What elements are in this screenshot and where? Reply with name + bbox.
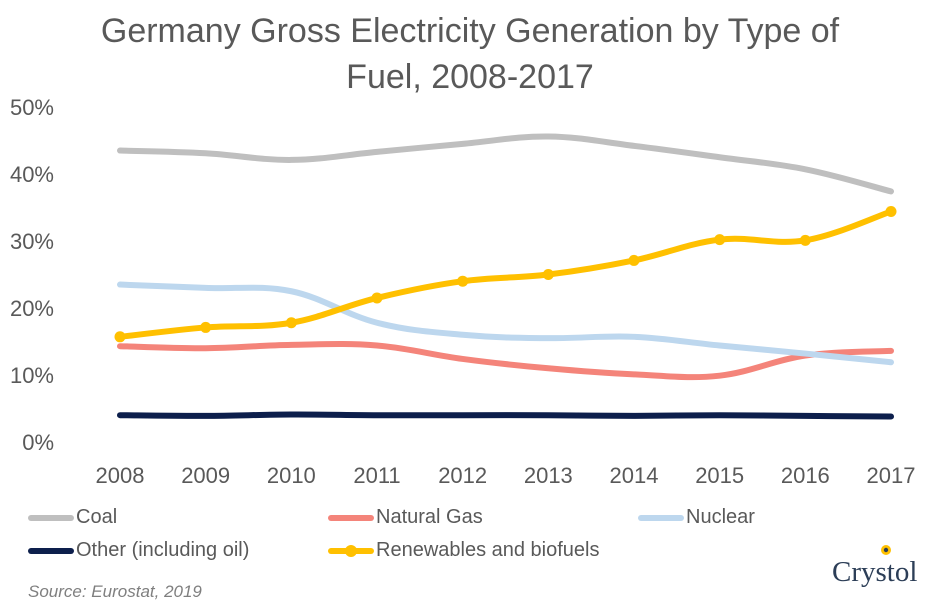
series-layer <box>114 133 897 420</box>
chart-title: Germany Gross Electricity Generation by … <box>0 8 940 100</box>
chart-title-line-2: Fuel, 2008-2017 <box>346 58 594 96</box>
crystol-logo: Crystol <box>832 556 917 589</box>
series-point <box>457 275 469 287</box>
x-tick-label: 2011 <box>353 463 400 488</box>
x-tick-label: 2016 <box>781 463 830 488</box>
series-point <box>114 331 126 343</box>
series-point <box>714 234 726 246</box>
series-point <box>200 321 212 333</box>
series-line-renewables-and-biofuels <box>117 208 894 340</box>
logo-text: Crystol <box>832 556 918 588</box>
y-tick-label: 10% <box>10 363 54 388</box>
series-point <box>799 234 811 246</box>
series-line-nuclear <box>117 281 894 366</box>
x-tick-label: 2015 <box>695 463 744 488</box>
series-point <box>885 206 897 218</box>
x-tick-label: 2010 <box>267 463 316 488</box>
series-point <box>542 269 554 280</box>
x-tick-label: 2008 <box>96 463 145 488</box>
x-tick-label: 2009 <box>181 463 230 488</box>
y-tick-label: 50% <box>10 95 54 120</box>
x-tick-label: 2013 <box>524 463 573 488</box>
series-point <box>628 254 640 266</box>
y-tick-label: 40% <box>10 162 54 187</box>
series-line-coal <box>117 133 894 195</box>
chart-title-line-1: Germany Gross Electricity Generation by … <box>100 12 840 50</box>
series-line-natural-gas <box>117 341 894 381</box>
series-line-other-including-oil <box>117 411 894 420</box>
x-tick-label: 2017 <box>867 463 916 488</box>
series-point <box>285 317 297 329</box>
y-tick-label: 0% <box>22 430 54 455</box>
y-axis-ticks: 0% 10% 20% 30% 40% 50% <box>10 95 54 455</box>
x-tick-label: 2012 <box>438 463 487 488</box>
logo-star-icon <box>881 545 891 555</box>
x-axis-ticks: 2008 2009 2010 2011 2012 2013 2014 2015 2016 2017 <box>96 463 916 488</box>
x-tick-label: 2014 <box>610 463 659 488</box>
series-point <box>371 292 383 304</box>
y-tick-label: 30% <box>10 229 54 254</box>
y-tick-label: 20% <box>10 296 54 321</box>
source-note: Source: Eurostat, 2019 <box>28 582 202 601</box>
